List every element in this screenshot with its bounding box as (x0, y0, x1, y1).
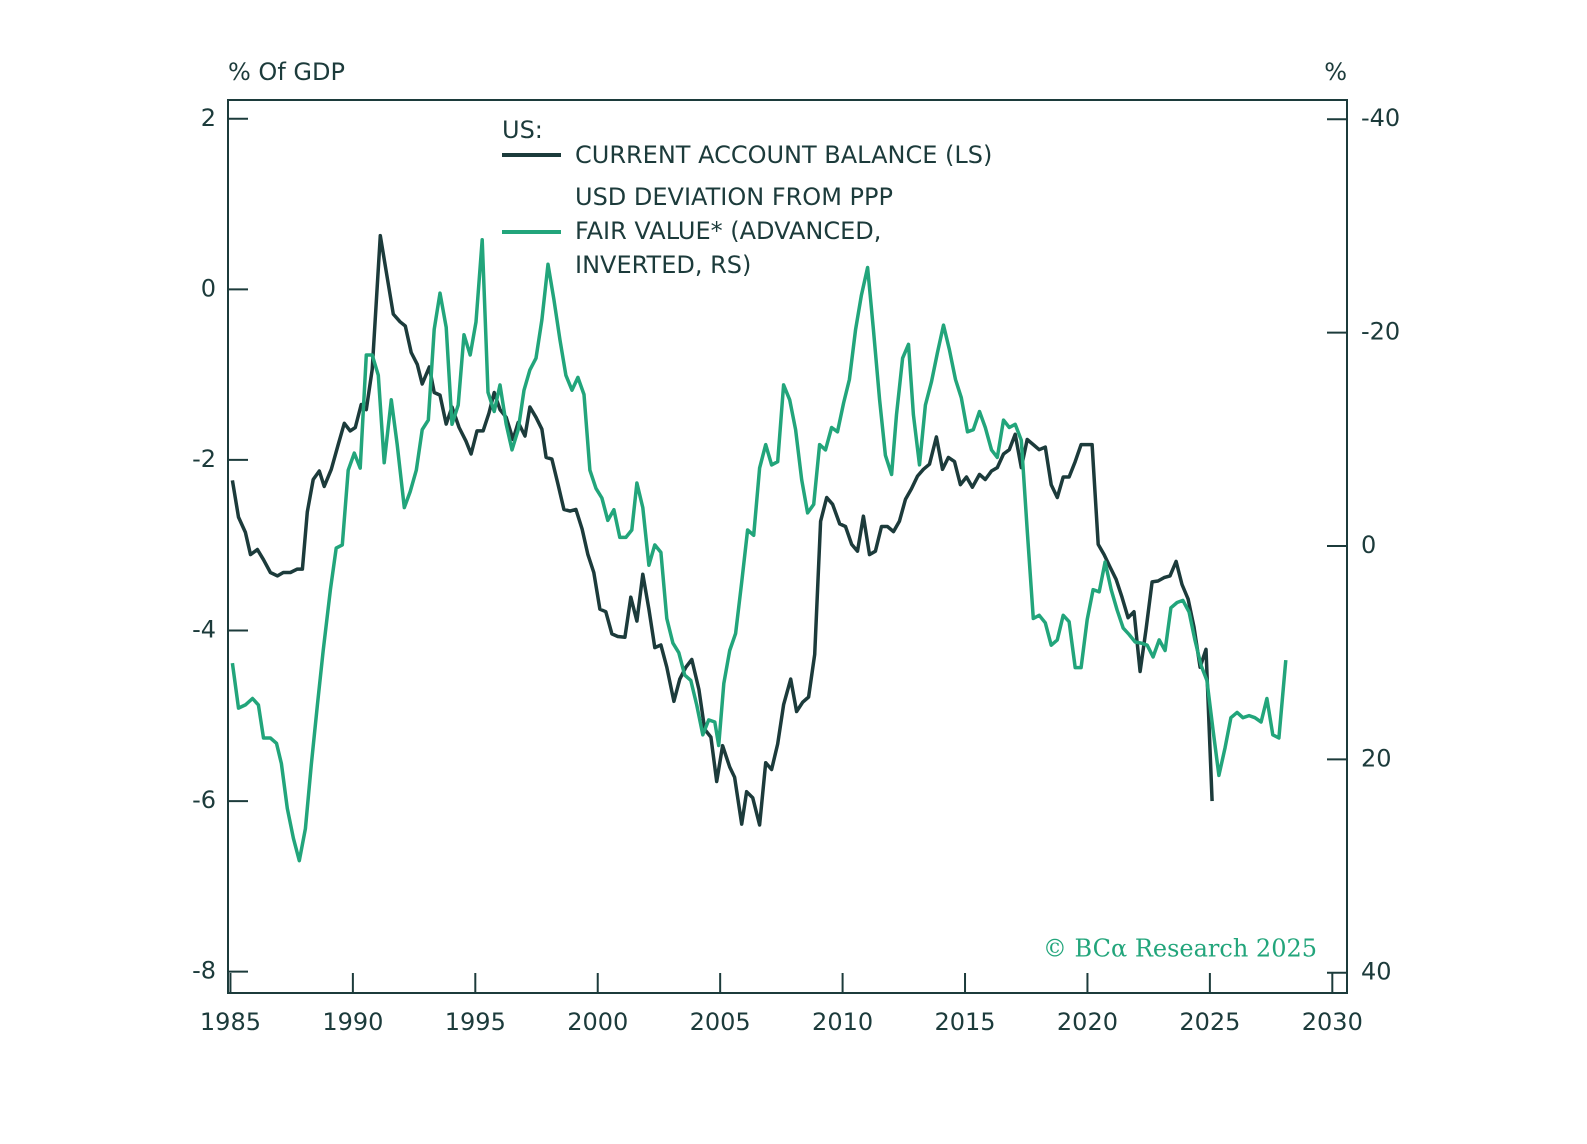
y-axis-label: % Of GDP (228, 58, 345, 86)
x-tick-label: 1990 (322, 1008, 383, 1036)
legend-title: US: (502, 116, 543, 144)
y-tick-label: -8 (192, 957, 216, 985)
x-tick-label: 2000 (567, 1008, 628, 1036)
x-tick-label: 2010 (812, 1008, 873, 1036)
y2-tick-label: 40 (1361, 958, 1392, 986)
x-tick-label: 2020 (1057, 1008, 1118, 1036)
y2-tick-label: 0 (1361, 531, 1376, 559)
y2-tick-label: -20 (1361, 318, 1400, 346)
legend-label: USD DEVIATION FROM PPP FAIR VALUE* (ADVA… (575, 183, 893, 279)
source: © BCα Research 2025 (1043, 935, 1317, 963)
y2-axis-label: % (1324, 58, 1347, 86)
y-tick-label: -6 (192, 786, 216, 814)
y2-tick-label: 20 (1361, 744, 1392, 772)
series-line (230, 233, 1214, 827)
y-tick-label: 0 (201, 274, 216, 302)
x-tick-label: 2025 (1179, 1008, 1240, 1036)
y-tick-label: 2 (201, 104, 216, 132)
y-tick-label: -2 (192, 445, 216, 473)
x-tick-label: 2015 (934, 1008, 995, 1036)
x-tick-label: 1985 (200, 1008, 261, 1036)
x-tick-label: 2005 (690, 1008, 751, 1036)
y-tick-label: -4 (192, 616, 216, 644)
legend-label: CURRENT ACCOUNT BALANCE (LS) (575, 141, 993, 169)
x-tick-label: 1995 (445, 1008, 506, 1036)
series-line (230, 238, 1288, 863)
y2-tick-label: -40 (1361, 104, 1400, 132)
x-tick-label: 2030 (1302, 1008, 1363, 1036)
